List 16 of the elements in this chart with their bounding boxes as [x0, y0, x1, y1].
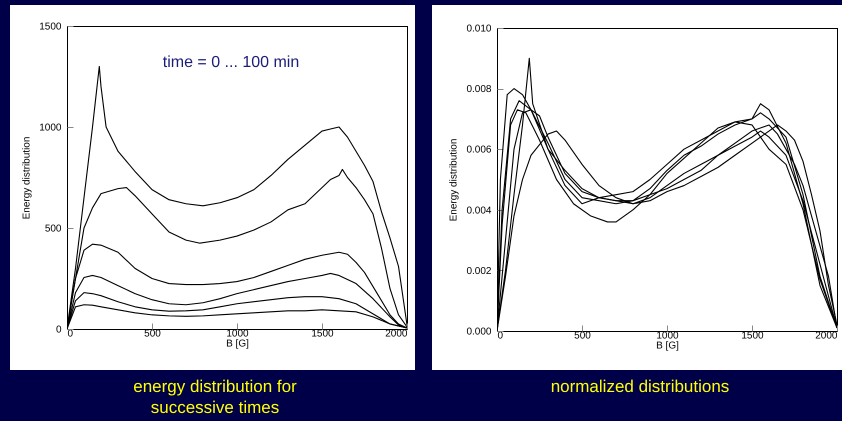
text: energy distribution for successive times	[132, 376, 298, 418]
y-tick-label: 500	[44, 224, 62, 234]
y-tick-label: 0.006	[466, 144, 492, 156]
y-tick-label: 0.000	[466, 326, 492, 338]
y-tick-label: 0.002	[466, 266, 492, 277]
y-tick-label: 1000	[39, 122, 62, 134]
x-axis-title: B [G]	[226, 338, 250, 350]
y-tick-label: 0.010	[466, 24, 492, 34]
x-axis-title: B [G]	[656, 340, 680, 352]
annotation: time = 0 ... 100 min	[162, 54, 300, 71]
y-axis-title: Energy distribution	[448, 138, 460, 222]
y-tick-label: 0.008	[466, 84, 492, 96]
text: normalized distributions	[550, 376, 730, 397]
y-tick-label: 0.004	[466, 205, 492, 216]
y-axis-title: Energy distribution	[21, 136, 32, 220]
y-tick-label: 1500	[39, 22, 62, 32]
